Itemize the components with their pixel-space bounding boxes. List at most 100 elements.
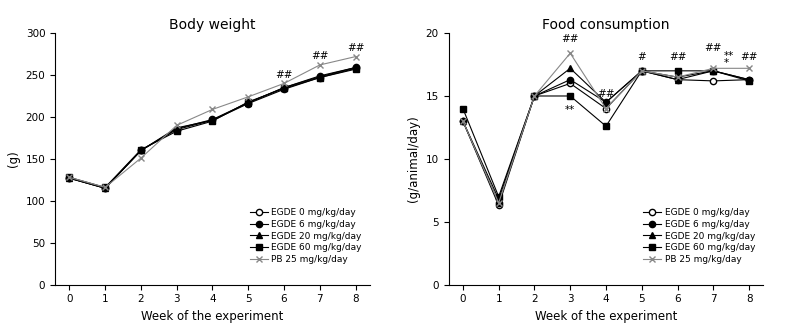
- PB 25 mg/kg/day: [530, 94, 539, 98]
- EGDE 60 mg/kg/day: [243, 100, 253, 104]
- PB 25 mg/kg/day: [172, 123, 182, 127]
- EGDE 60 mg/kg/day: [172, 129, 182, 133]
- EGDE 20 mg/kg/day: [279, 86, 289, 90]
- EGDE 20 mg/kg/day: [530, 94, 539, 98]
- Y-axis label: (g): (g): [7, 151, 20, 167]
- EGDE 6 mg/kg/day: [673, 75, 682, 79]
- EGDE 6 mg/kg/day: [708, 69, 718, 73]
- Text: ##: ##: [597, 88, 615, 99]
- EGDE 0 mg/kg/day: [601, 107, 611, 111]
- Line: EGDE 6 mg/kg/day: EGDE 6 mg/kg/day: [460, 68, 752, 206]
- EGDE 6 mg/kg/day: [494, 201, 504, 205]
- EGDE 0 mg/kg/day: [351, 66, 360, 70]
- PB 25 mg/kg/day: [673, 75, 682, 79]
- PB 25 mg/kg/day: [494, 201, 504, 205]
- Title: Food consumption: Food consumption: [542, 18, 670, 32]
- Line: EGDE 60 mg/kg/day: EGDE 60 mg/kg/day: [460, 68, 752, 200]
- EGDE 60 mg/kg/day: [101, 185, 110, 189]
- PB 25 mg/kg/day: [708, 66, 718, 70]
- EGDE 6 mg/kg/day: [315, 74, 324, 78]
- X-axis label: Week of the experiment: Week of the experiment: [535, 310, 677, 323]
- Line: EGDE 6 mg/kg/day: EGDE 6 mg/kg/day: [66, 64, 359, 191]
- EGDE 20 mg/kg/day: [708, 69, 718, 73]
- Text: ##: ##: [704, 43, 722, 53]
- EGDE 60 mg/kg/day: [673, 69, 682, 73]
- EGDE 0 mg/kg/day: [101, 186, 110, 190]
- EGDE 60 mg/kg/day: [279, 86, 289, 90]
- EGDE 60 mg/kg/day: [566, 94, 575, 98]
- EGDE 60 mg/kg/day: [637, 69, 646, 73]
- PB 25 mg/kg/day: [601, 107, 611, 111]
- Text: #: #: [637, 52, 646, 62]
- EGDE 60 mg/kg/day: [745, 79, 754, 83]
- EGDE 20 mg/kg/day: [458, 119, 467, 123]
- PB 25 mg/kg/day: [745, 66, 754, 70]
- Text: ##: ##: [741, 52, 758, 62]
- Legend: EGDE 0 mg/kg/day, EGDE 6 mg/kg/day, EGDE 20 mg/kg/day, EGDE 60 mg/kg/day, PB 25 : EGDE 0 mg/kg/day, EGDE 6 mg/kg/day, EGDE…: [246, 205, 365, 267]
- EGDE 6 mg/kg/day: [208, 118, 217, 121]
- EGDE 6 mg/kg/day: [136, 149, 146, 153]
- EGDE 0 mg/kg/day: [708, 79, 718, 83]
- PB 25 mg/kg/day: [351, 55, 360, 59]
- PB 25 mg/kg/day: [637, 69, 646, 73]
- EGDE 6 mg/kg/day: [172, 127, 182, 131]
- Text: *: *: [724, 58, 730, 68]
- EGDE 60 mg/kg/day: [136, 148, 146, 152]
- EGDE 20 mg/kg/day: [566, 66, 575, 70]
- Text: ##: ##: [311, 51, 328, 61]
- EGDE 60 mg/kg/day: [351, 67, 360, 71]
- EGDE 6 mg/kg/day: [458, 119, 467, 123]
- EGDE 0 mg/kg/day: [458, 119, 467, 123]
- EGDE 60 mg/kg/day: [65, 175, 74, 179]
- EGDE 60 mg/kg/day: [494, 195, 504, 199]
- PB 25 mg/kg/day: [136, 156, 146, 160]
- EGDE 20 mg/kg/day: [65, 176, 74, 180]
- EGDE 20 mg/kg/day: [243, 101, 253, 105]
- EGDE 0 mg/kg/day: [172, 127, 182, 131]
- EGDE 6 mg/kg/day: [530, 94, 539, 98]
- Text: ##: ##: [561, 34, 579, 44]
- PB 25 mg/kg/day: [315, 63, 324, 67]
- EGDE 0 mg/kg/day: [494, 204, 504, 208]
- PB 25 mg/kg/day: [566, 51, 575, 55]
- EGDE 6 mg/kg/day: [745, 78, 754, 82]
- Text: ##: ##: [275, 70, 293, 80]
- Line: EGDE 0 mg/kg/day: EGDE 0 mg/kg/day: [460, 68, 752, 209]
- Text: **: **: [724, 51, 734, 61]
- EGDE 0 mg/kg/day: [745, 78, 754, 82]
- Text: ##: ##: [669, 52, 686, 62]
- EGDE 60 mg/kg/day: [708, 69, 718, 73]
- Line: EGDE 20 mg/kg/day: EGDE 20 mg/kg/day: [460, 65, 752, 202]
- EGDE 6 mg/kg/day: [601, 100, 611, 104]
- EGDE 20 mg/kg/day: [101, 186, 110, 190]
- EGDE 0 mg/kg/day: [136, 149, 146, 153]
- EGDE 60 mg/kg/day: [458, 107, 467, 111]
- EGDE 20 mg/kg/day: [673, 78, 682, 82]
- EGDE 20 mg/kg/day: [637, 69, 646, 73]
- EGDE 60 mg/kg/day: [601, 124, 611, 128]
- Y-axis label: (g/animal/day): (g/animal/day): [407, 116, 420, 202]
- EGDE 60 mg/kg/day: [315, 75, 324, 79]
- EGDE 0 mg/kg/day: [65, 176, 74, 180]
- EGDE 20 mg/kg/day: [172, 126, 182, 130]
- Legend: EGDE 0 mg/kg/day, EGDE 6 mg/kg/day, EGDE 20 mg/kg/day, EGDE 60 mg/kg/day, PB 25 : EGDE 0 mg/kg/day, EGDE 6 mg/kg/day, EGDE…: [640, 205, 759, 267]
- EGDE 20 mg/kg/day: [315, 75, 324, 79]
- Line: EGDE 0 mg/kg/day: EGDE 0 mg/kg/day: [66, 65, 359, 191]
- Text: ##: ##: [347, 43, 364, 53]
- EGDE 0 mg/kg/day: [673, 78, 682, 82]
- EGDE 60 mg/kg/day: [208, 119, 217, 123]
- EGDE 0 mg/kg/day: [315, 75, 324, 79]
- PB 25 mg/kg/day: [65, 175, 74, 179]
- EGDE 0 mg/kg/day: [243, 102, 253, 106]
- PB 25 mg/kg/day: [458, 119, 467, 123]
- EGDE 20 mg/kg/day: [208, 118, 217, 122]
- EGDE 20 mg/kg/day: [351, 66, 360, 70]
- EGDE 6 mg/kg/day: [101, 186, 110, 190]
- EGDE 6 mg/kg/day: [566, 78, 575, 82]
- EGDE 0 mg/kg/day: [279, 87, 289, 91]
- PB 25 mg/kg/day: [101, 185, 110, 189]
- EGDE 20 mg/kg/day: [601, 100, 611, 104]
- EGDE 0 mg/kg/day: [566, 81, 575, 85]
- X-axis label: Week of the experiment: Week of the experiment: [142, 310, 283, 323]
- Line: PB 25 mg/kg/day: PB 25 mg/kg/day: [460, 50, 752, 206]
